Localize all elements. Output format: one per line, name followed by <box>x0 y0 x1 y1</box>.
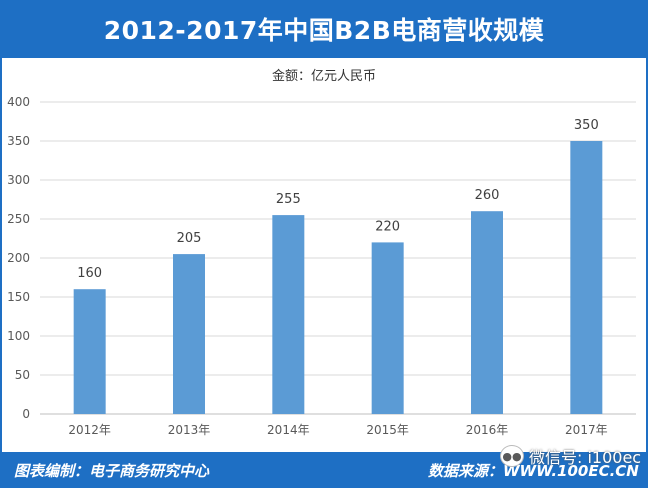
bar <box>371 242 404 414</box>
x-tick-label: 2016年 <box>466 423 509 437</box>
data-label: 220 <box>375 219 400 234</box>
chart-area: 金额：亿元人民币 0 50 100 150 200 250 300 350 400 160 2012年… <box>0 58 648 452</box>
y-tick-label: 300 <box>7 173 30 187</box>
y-tick-label: 0 <box>22 407 30 421</box>
bar <box>173 254 205 414</box>
y-tick-label: 50 <box>15 368 30 382</box>
wechat-icon: ●● <box>500 445 524 467</box>
y-tick-label: 200 <box>7 251 30 265</box>
y-tick-label: 150 <box>7 290 30 304</box>
x-tick-label: 2017年 <box>565 423 608 437</box>
y-tick-label: 100 <box>7 329 30 343</box>
watermark-text: 微信号: i100ec <box>529 448 642 467</box>
y-tick-label: 400 <box>7 95 30 109</box>
chart-title: 2012-2017年中国B2B电商营收规模 <box>103 16 545 45</box>
data-label: 260 <box>475 188 500 203</box>
watermark: ●● 微信号: i100ec <box>500 444 641 468</box>
compiled-by-label: 图表编制：电子商务研究中心 <box>14 462 210 480</box>
data-label: 205 <box>177 231 202 246</box>
x-tick-label: 2015年 <box>366 423 409 437</box>
y-tick-label: 350 <box>7 134 30 148</box>
bar <box>471 211 503 414</box>
data-source-label: 数据来源：WWW.100EC.CN <box>428 462 639 480</box>
x-tick-label: 2012年 <box>68 423 111 437</box>
y-tick-label: 250 <box>7 212 30 226</box>
data-label: 160 <box>77 266 102 281</box>
bar <box>272 215 305 414</box>
footer-bar: 图表编制：电子商务研究中心 数据来源：WWW.100EC.CN <box>0 452 648 488</box>
bar-chart: 金额：亿元人民币 0 50 100 150 200 250 300 350 400 160 2012年… <box>7 68 636 437</box>
chart-subtitle: 金额：亿元人民币 <box>272 68 376 84</box>
data-label: 350 <box>574 118 599 133</box>
bar <box>73 289 106 414</box>
x-tick-label: 2013年 <box>168 423 211 437</box>
data-label: 255 <box>276 192 301 207</box>
bar <box>570 141 603 414</box>
title-bar: 2012-2017年中国B2B电商营收规模 <box>0 0 648 58</box>
x-tick-label: 2014年 <box>267 423 310 437</box>
